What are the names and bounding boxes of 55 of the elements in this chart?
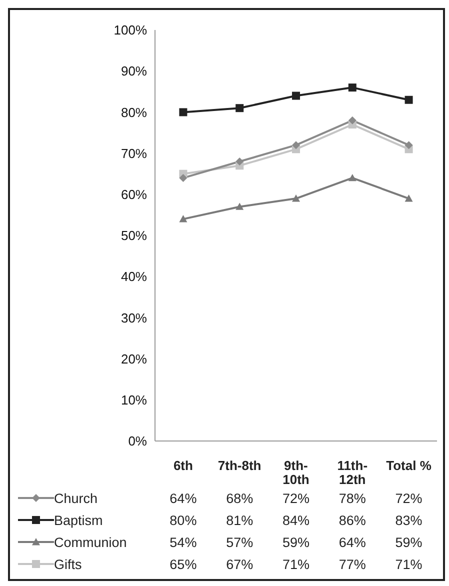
y-tick-label: 20% (120, 351, 148, 366)
point (236, 202, 244, 210)
text: 72% (282, 490, 310, 506)
text: 64% (338, 534, 366, 550)
legend-label: Baptism (54, 512, 103, 528)
y-tick-label: 10% (120, 392, 148, 408)
point (404, 96, 413, 104)
y-tick-label: 40% (120, 269, 148, 284)
text: 59% (282, 534, 310, 550)
point (404, 194, 413, 202)
point (348, 84, 356, 92)
x-tick-label: 6th (172, 458, 194, 475)
point (292, 141, 300, 150)
point (348, 116, 356, 124)
point (179, 215, 188, 222)
point (179, 108, 188, 116)
y-tick-label: 0% (128, 434, 148, 449)
y-tick-label: 100% (114, 22, 148, 38)
point (236, 104, 244, 112)
y-tick-label: 70% (120, 146, 148, 161)
y-tick-label: 60% (120, 187, 148, 202)
text: 68% (226, 490, 254, 506)
text: 71% (282, 556, 310, 572)
text: 64% (170, 490, 197, 506)
legend-label: Communion (54, 534, 127, 550)
y-tick-label: 90% (120, 64, 148, 79)
text: 83% (395, 512, 422, 528)
text: 54% (170, 534, 197, 550)
text: 81% (226, 512, 254, 528)
text: 72% (395, 490, 422, 506)
text: 71% (395, 556, 422, 572)
point (179, 174, 188, 182)
point (292, 92, 300, 100)
text: 57% (226, 534, 254, 550)
y-tick-label: 80% (120, 104, 148, 120)
y-tick-label: 50% (120, 228, 148, 244)
y-tick-label: 30% (120, 310, 148, 326)
point (236, 158, 244, 166)
x-tick-label: 9th-10th (282, 458, 310, 487)
text: 65% (170, 556, 197, 572)
point (292, 194, 300, 202)
text: 80% (170, 512, 197, 528)
text: 59% (395, 534, 422, 550)
text: 78% (338, 490, 366, 506)
text: 67% (226, 556, 254, 572)
x-tick-label: Total % (385, 458, 432, 475)
text: 86% (338, 512, 366, 528)
point (404, 141, 413, 150)
text: 77% (338, 556, 366, 572)
text: 84% (282, 512, 310, 528)
legend-label: Church (54, 490, 98, 506)
x-tick-label: 7th-8th (216, 458, 262, 475)
legend-label: Gifts (54, 556, 82, 572)
point (348, 174, 356, 182)
x-tick-label: 11th-12th (336, 458, 369, 487)
